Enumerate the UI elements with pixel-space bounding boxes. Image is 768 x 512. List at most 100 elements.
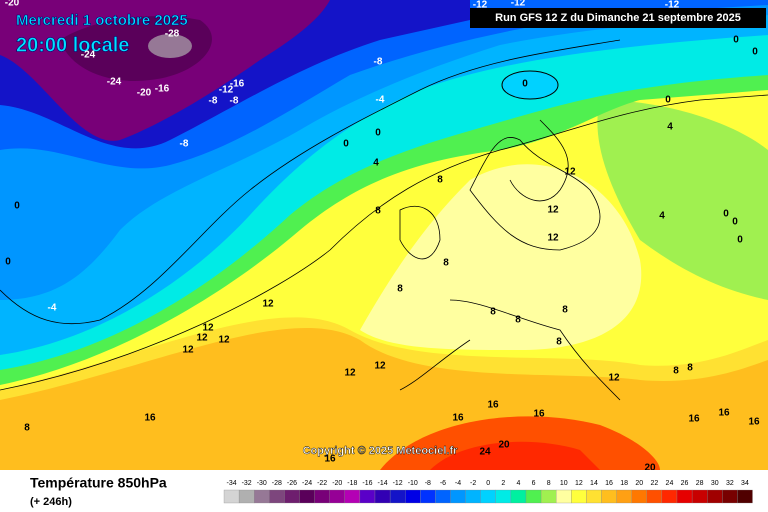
scale-swatch	[601, 489, 617, 504]
scale-label: -32	[242, 480, 252, 487]
contour-label: 12	[547, 233, 559, 244]
contour-label: 8	[397, 284, 403, 295]
scale-swatch	[284, 489, 300, 504]
scale-label: -34	[226, 480, 236, 487]
contour-label: -12	[665, 0, 680, 11]
contour-label: -8	[374, 57, 383, 68]
contour-label: -8	[230, 96, 239, 107]
scale-label: 18	[620, 480, 628, 487]
contour-label: 0	[732, 217, 738, 228]
scale-label: -28	[272, 480, 282, 487]
scale-swatch	[269, 489, 285, 504]
contour-label: -8	[209, 96, 218, 107]
contour-label: -8	[180, 139, 189, 150]
forecast-time: 20:00 locale	[16, 34, 129, 56]
contour-label: 8	[490, 307, 496, 318]
contour-label: 12	[262, 299, 274, 310]
contour-label: 16	[452, 413, 464, 424]
scale-label: 2	[501, 480, 505, 487]
contour-label: 8	[443, 258, 449, 269]
scale-label: 8	[547, 480, 551, 487]
scale-swatch	[556, 489, 572, 504]
contour-label: 0	[733, 35, 739, 46]
contour-label: -24	[81, 50, 96, 61]
scale-label: -26	[287, 480, 297, 487]
contour-label: 0	[723, 209, 729, 220]
zone	[360, 164, 642, 350]
contour-label: 8	[515, 315, 521, 326]
scale-swatch	[465, 489, 481, 504]
contour-label: 8	[24, 423, 30, 434]
scale-swatch	[646, 489, 663, 504]
lead-time: (+ 246h)	[30, 496, 72, 508]
scale-swatch	[540, 489, 557, 504]
contour-label: 16	[324, 454, 336, 465]
scale-swatch	[510, 489, 527, 504]
scale-label: -18	[347, 480, 357, 487]
scale-swatch	[450, 489, 466, 504]
color-scale: -34 -32 -30 -28 -26 -24 -22 -20 -18 -16 -14 -12 -10-…	[223, 480, 753, 504]
contour-label: 20	[498, 440, 510, 451]
contour-label: 16	[533, 409, 545, 420]
contour-label: 4	[373, 158, 379, 169]
contour-label: 12	[182, 345, 194, 356]
scale-swatch	[676, 489, 693, 504]
scale-label: 12	[575, 480, 583, 487]
contour-label: 16	[718, 408, 730, 419]
scale-label: 26	[681, 480, 689, 487]
scale-swatch	[359, 489, 376, 504]
contour-label: 4	[667, 122, 673, 133]
contour-label: 12	[564, 167, 576, 178]
scale-swatch	[661, 489, 678, 504]
scale-swatch	[722, 489, 738, 504]
contour-label: -20	[137, 88, 152, 99]
scale-swatch	[374, 489, 391, 504]
contour-label: 0	[14, 201, 20, 212]
scale-swatch	[571, 489, 587, 504]
scale-label: -20	[332, 480, 342, 487]
legend-title: Température 850hPa	[30, 475, 167, 491]
scale-label: 16	[605, 480, 613, 487]
contour-label: 12	[374, 361, 386, 372]
contour-label: 12	[344, 368, 356, 379]
scale-swatch	[223, 489, 240, 504]
contour-label: -20	[5, 0, 20, 9]
contour-label: -12	[473, 0, 488, 11]
contour-label: 8	[562, 305, 568, 316]
scale-swatch	[435, 489, 451, 504]
scale-label: -30	[257, 480, 267, 487]
scale-label: 22	[650, 480, 658, 487]
scale-swatch	[389, 489, 406, 504]
scale-swatch	[314, 489, 330, 504]
scale-swatch	[405, 489, 421, 504]
scale-label: 14	[590, 480, 598, 487]
scale-label: 34	[741, 480, 749, 487]
zone	[430, 441, 600, 470]
contour-label: 16	[144, 413, 156, 424]
contour-label: 0	[5, 257, 11, 268]
scale-swatch	[586, 489, 602, 504]
contour-label: -12	[219, 85, 234, 96]
scale-label: -16	[362, 480, 372, 487]
scale-label: 10	[560, 480, 568, 487]
scale-label: 20	[635, 480, 643, 487]
forecast-date: Mercredi 1 octobre 2025	[16, 12, 188, 29]
coastlines	[0, 39, 768, 401]
contour-label: 0	[665, 95, 671, 106]
scale-swatch	[254, 489, 270, 504]
contour-label: 4	[659, 211, 665, 222]
scale-swatch	[344, 489, 361, 504]
contour-label: 8	[673, 366, 679, 377]
scale-label: -14	[377, 480, 387, 487]
scale-swatch	[737, 489, 753, 504]
run-info: Run GFS 12 Z du Dimanche 21 septembre 20…	[495, 12, 741, 24]
scale-swatch	[329, 489, 345, 504]
contour-label: 0	[375, 128, 381, 139]
scale-swatch	[525, 489, 542, 504]
contour-label: 8	[437, 175, 443, 186]
contour-label: -12	[511, 0, 526, 9]
scale-label: -12	[393, 480, 403, 487]
contour-label: 20	[644, 463, 656, 474]
scale-swatch	[691, 489, 708, 504]
